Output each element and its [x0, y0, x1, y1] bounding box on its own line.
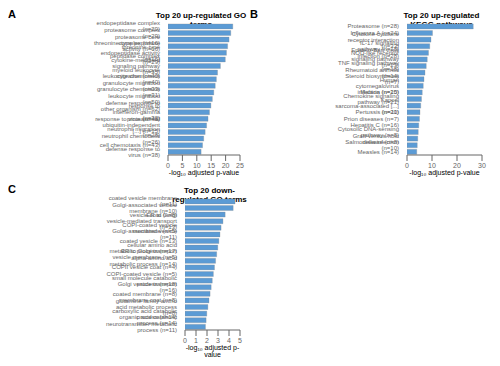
svg-text:Influenza A (n=24): Influenza A (n=24)	[350, 30, 399, 36]
svg-text:Proteasome (n=28): Proteasome (n=28)	[347, 23, 399, 29]
svg-text:vesicle coat (n=8): vesicle coat (n=8)	[130, 212, 177, 218]
svg-text:0: 0	[183, 337, 187, 344]
svg-text:COPII vesicle coat (n=4): COPII vesicle coat (n=4)	[112, 264, 177, 270]
svg-text:small molecule catabolicproces: small molecule catabolicprocess (n=18)	[112, 275, 177, 287]
svg-text:4: 4	[227, 337, 231, 344]
svg-text:coated membrane (n=8): coated membrane (n=8)	[113, 291, 177, 297]
svg-text:endopeptidase complex(n=29): endopeptidase complex(n=29)	[97, 21, 160, 32]
svg-text:30: 30	[478, 162, 486, 169]
svg-text:ER to Golgi transportvesicle m: ER to Golgi transportvesicle membrane (n…	[112, 248, 177, 260]
svg-text:25: 25	[236, 162, 244, 169]
svg-text:proteasome complex(n=29): proteasome complex(n=29)	[104, 27, 160, 39]
svg-text:carboxylic acid catabolicproce: carboxylic acid catabolicprocess (n=14)	[112, 308, 177, 320]
svg-text:Cytosolic DNA-sensingpathway (: Cytosolic DNA-sensingpathway (n=8)	[338, 126, 399, 138]
svg-text:leukocyte chemotaxis(n=40): leukocyte chemotaxis(n=40)	[103, 73, 160, 85]
svg-text:Prion diseases (n=7): Prion diseases (n=7)	[344, 116, 399, 122]
svg-text:defense response tovirus (n=38: defense response tovirus (n=38)	[106, 146, 161, 158]
svg-text:Pertussis (n=11): Pertussis (n=11)	[356, 109, 399, 115]
svg-text:coated vesicle membrane(n=11): coated vesicle membrane(n=11)	[109, 196, 178, 207]
svg-text:5: 5	[238, 337, 242, 344]
svg-text:granulocyte chemotaxis(n=31): granulocyte chemotaxis(n=31)	[97, 86, 160, 98]
svg-text:3: 3	[216, 337, 220, 344]
svg-text:neurotransmitter metabolicproc: neurotransmitter metabolicprocess (n=11)	[106, 321, 177, 333]
svg-text:10: 10	[193, 162, 201, 169]
svg-text:1: 1	[194, 337, 198, 344]
svg-text:response to virus (n=45): response to virus (n=45)	[95, 116, 160, 122]
svg-text:0: 0	[166, 162, 170, 169]
svg-text:cellular amino acidmetabolic p: cellular amino acidmetabolic process (n=…	[109, 242, 177, 254]
svg-text:20: 20	[222, 162, 230, 169]
svg-text:15: 15	[207, 162, 215, 169]
svg-text:2: 2	[205, 337, 209, 344]
svg-text:Kaposisarcoma-associated [...]: Kaposisarcoma-associated [...](n=20)	[335, 97, 399, 115]
svg-text:0: 0	[405, 162, 409, 169]
svg-text:5: 5	[180, 162, 184, 169]
svg-text:20: 20	[453, 162, 461, 169]
svg-text:Measles (n=14): Measles (n=14)	[357, 149, 399, 155]
svg-text:10: 10	[428, 162, 436, 169]
svg-text:TNF signaling pathway(n=18): TNF signaling pathway(n=18)	[338, 60, 399, 72]
